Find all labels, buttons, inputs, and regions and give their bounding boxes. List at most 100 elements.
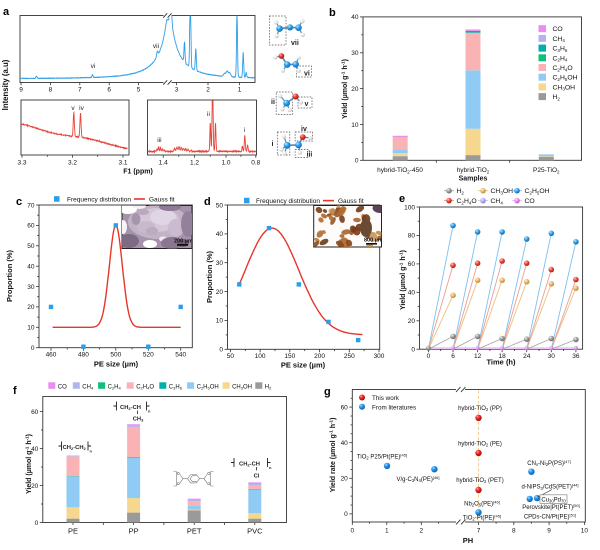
svg-text:d-NiPS3/CdS(PET)[44]: d-NiPS3/CdS(PET)[44] xyxy=(521,483,578,491)
svg-text:C2H5OH: C2H5OH xyxy=(553,75,578,82)
svg-text:Samples: Samples xyxy=(459,176,488,183)
svg-text:From literatures: From literatures xyxy=(372,404,416,411)
svg-text:Gauss fit: Gauss fit xyxy=(338,198,364,205)
svg-text:Proportion (%): Proportion (%) xyxy=(205,250,214,303)
svg-text:40: 40 xyxy=(31,446,39,453)
svg-text:CH4: CH4 xyxy=(553,36,566,43)
svg-text:60: 60 xyxy=(31,409,39,416)
svg-text:12: 12 xyxy=(474,353,482,360)
svg-text:C2H4O: C2H4O xyxy=(136,384,154,390)
svg-text:0: 0 xyxy=(31,345,35,352)
svg-text:0: 0 xyxy=(427,353,431,360)
svg-text:10: 10 xyxy=(581,528,589,535)
svg-text:CO: CO xyxy=(553,26,563,33)
svg-text:20: 20 xyxy=(216,289,224,296)
svg-text:40: 40 xyxy=(341,440,349,447)
svg-text:PE: PE xyxy=(68,527,78,536)
svg-text:Frequency distribution: Frequency distribution xyxy=(256,198,320,205)
svg-text:480: 480 xyxy=(78,352,89,359)
svg-text:0: 0 xyxy=(344,511,348,518)
svg-text:Cl: Cl xyxy=(254,474,260,480)
svg-text:540: 540 xyxy=(175,352,186,359)
svg-text:H2: H2 xyxy=(265,384,272,390)
svg-text:40: 40 xyxy=(351,14,359,21)
svg-text:2: 2 xyxy=(419,528,423,535)
svg-text:30: 30 xyxy=(351,50,359,57)
svg-text:3.3: 3.3 xyxy=(17,160,26,167)
svg-text:0.8: 0.8 xyxy=(251,160,260,167)
svg-text:1: 1 xyxy=(238,87,242,94)
svg-text:7: 7 xyxy=(78,87,82,94)
svg-text:CO: CO xyxy=(525,198,535,205)
svg-text:20: 20 xyxy=(408,318,416,325)
svg-text:30: 30 xyxy=(548,353,556,360)
svg-text:150: 150 xyxy=(284,353,295,360)
svg-text:CH3OH: CH3OH xyxy=(491,188,514,195)
svg-text:Yield (µmol g-1 h-1): Yield (µmol g-1 h-1) xyxy=(399,250,408,310)
svg-text:1.4: 1.4 xyxy=(159,160,168,167)
svg-text:CH3OH: CH3OH xyxy=(232,384,252,390)
svg-text:v: v xyxy=(71,105,75,112)
svg-text:3.1: 3.1 xyxy=(118,160,127,167)
svg-text:1: 1 xyxy=(385,528,389,535)
svg-text:This work: This work xyxy=(372,395,400,402)
svg-text:20: 20 xyxy=(31,483,39,490)
svg-text:CH2-CH: CH2-CH xyxy=(239,462,260,468)
svg-text:460: 460 xyxy=(46,352,57,359)
svg-text:CNx-Ni2P(PS)[47]: CNx-Ni2P(PS)[47] xyxy=(527,459,570,467)
svg-text:Time (h): Time (h) xyxy=(486,358,516,367)
svg-text:Intensity (a.u): Intensity (a.u) xyxy=(1,59,10,110)
svg-text:C2H4: C2H4 xyxy=(108,384,122,390)
svg-text:hybrid-TiO2: hybrid-TiO2 xyxy=(457,167,490,175)
svg-text:520: 520 xyxy=(143,352,154,359)
svg-text:20: 20 xyxy=(27,304,35,311)
svg-text:hybrid-TiO2-450: hybrid-TiO2-450 xyxy=(377,167,423,175)
svg-text:0: 0 xyxy=(219,347,223,354)
svg-text:Yield rate (µmol g-1 h-1): Yield rate (µmol g-1 h-1) xyxy=(329,418,338,493)
svg-text:PP: PP xyxy=(129,527,139,536)
svg-text:CPDs-CN/Pt(PE)[51]: CPDs-CN/Pt(PE)[51] xyxy=(524,513,576,521)
svg-text:8: 8 xyxy=(512,528,516,535)
svg-text:250: 250 xyxy=(344,353,355,360)
svg-text:H2: H2 xyxy=(457,188,465,195)
svg-text:TiO2-Pt(PE)[45]: TiO2-Pt(PE)[45] xyxy=(463,514,501,522)
svg-text:50: 50 xyxy=(227,353,235,360)
svg-text:PET: PET xyxy=(187,527,202,536)
svg-text:0: 0 xyxy=(350,528,354,535)
svg-text:200: 200 xyxy=(314,353,325,360)
svg-text:C2H5OH: C2H5OH xyxy=(197,384,219,390)
svg-text:C3H6: C3H6 xyxy=(553,46,568,53)
svg-text:8: 8 xyxy=(49,87,53,94)
svg-text:Gauss fit: Gauss fit xyxy=(149,197,175,204)
svg-text:100: 100 xyxy=(404,204,415,211)
svg-text:hybrid-TiO2 (PE): hybrid-TiO2 (PE) xyxy=(458,442,502,448)
svg-text:7: 7 xyxy=(477,528,481,535)
svg-text:F1 (ppm): F1 (ppm) xyxy=(123,169,153,176)
svg-text:vii: vii xyxy=(291,40,299,47)
svg-text:CH3OH: CH3OH xyxy=(553,84,576,91)
svg-text:CH2-CH2: CH2-CH2 xyxy=(63,445,87,451)
svg-text:3.2: 3.2 xyxy=(68,160,77,167)
svg-text:CH4: CH4 xyxy=(82,384,94,390)
svg-text:Yield (µmol g-1 h-1): Yield (µmol g-1 h-1) xyxy=(25,434,34,494)
svg-text:60: 60 xyxy=(27,223,35,230)
svg-text:Frequency distribution: Frequency distribution xyxy=(67,197,131,204)
svg-text:40: 40 xyxy=(27,264,35,271)
svg-text:20: 20 xyxy=(351,86,359,93)
svg-text:iii: iii xyxy=(307,152,313,159)
svg-text:0: 0 xyxy=(35,520,39,527)
svg-text:Cu30Pd70: Cu30Pd70 xyxy=(541,497,566,503)
svg-text:TiO2 P25/Pt(PE)[45]: TiO2 P25/Pt(PE)[45] xyxy=(357,452,407,460)
svg-text:60: 60 xyxy=(341,404,349,411)
svg-text:500: 500 xyxy=(110,352,121,359)
svg-text:CH4: CH4 xyxy=(491,198,504,205)
svg-text:Perovskite|Pt(PET)[50]: Perovskite|Pt(PET)[50] xyxy=(522,503,580,511)
svg-text:H2: H2 xyxy=(553,94,561,101)
svg-text:V/g-C3N4(PE)[46]: V/g-C3N4(PE)[46] xyxy=(396,475,439,483)
svg-text:60: 60 xyxy=(408,261,416,268)
svg-text:ii: ii xyxy=(271,99,275,106)
svg-text:40: 40 xyxy=(408,290,416,297)
svg-text:50: 50 xyxy=(27,243,35,250)
svg-text:n: n xyxy=(148,409,151,414)
svg-text:40: 40 xyxy=(216,231,224,238)
